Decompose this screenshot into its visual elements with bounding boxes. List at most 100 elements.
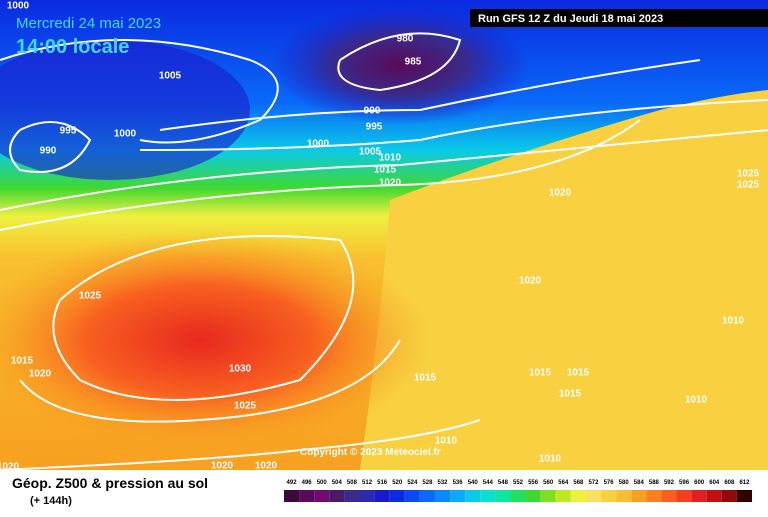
scale-label: 588 [649,480,660,486]
isobar [52,235,355,401]
scale-label: 528 [422,480,433,486]
scale-label: 524 [407,480,418,486]
scale-label: 548 [498,480,509,486]
isobar-label: 995 [60,126,77,137]
isobar-label: 1030 [229,364,252,375]
scale-label: 504 [332,480,343,486]
scale-swatch [284,490,300,502]
isobar-label: 1010 [379,153,402,164]
isobar-label: 1015 [11,356,34,367]
isobar [0,129,768,211]
isobar-label: 1010 [539,454,562,465]
run-banner [470,9,768,27]
isobar-label: 1010 [685,395,708,406]
scale-label: 592 [664,480,675,486]
isobar [9,121,92,173]
scale-swatch [314,490,330,502]
scale-swatch [661,490,677,502]
copyright: Copyright © 2023 Meteociel.fr [300,447,441,458]
isobar-label: 1015 [567,368,590,379]
low-pressure-west [0,40,250,180]
isobar-label: 1025 [234,401,257,412]
isobar-label: 980 [397,34,414,45]
scale-swatch [601,490,617,502]
isobar [0,419,481,471]
isobar-label: 990 [364,106,381,117]
color-scale: 492 496 500 504 508 512 516 520 524 528 532 536 540 5… [284,480,752,502]
scale-swatch [495,490,511,502]
scale-swatch [525,490,541,502]
isobar-label: 1010 [722,316,745,327]
scale-label: 544 [483,480,494,486]
isobar [0,39,279,144]
scale-swatch [676,490,692,502]
isobar [159,59,701,131]
scale-label: 596 [679,480,690,486]
scale-label: 576 [604,480,615,486]
scale-swatch [465,490,481,502]
isobars [0,32,768,471]
europe-field [360,90,768,470]
scale-swatch [555,490,571,502]
footer-subtitle: (+ 144h) [30,495,72,507]
isobar-label: 1020 [255,461,278,472]
scale-swatch [691,490,707,502]
scale-swatch [359,490,375,502]
scale-swatch [646,490,662,502]
scale-label: 500 [317,480,328,486]
isobar-label: 1000 [7,1,30,12]
high-pressure [0,230,430,450]
isobar-label: 1020 [29,369,52,380]
scale-swatch [721,490,737,502]
scale-label: 556 [528,480,539,486]
isobar-label: 1015 [374,165,397,176]
scale-swatch [419,490,435,502]
isobar-label: 995 [366,122,383,133]
isobar [139,99,768,151]
scale-label: 540 [468,480,479,486]
isobar-label: 1015 [559,389,582,400]
scale-swatch [299,490,315,502]
isobar-label: 1015 [529,368,552,379]
isobar-label: 1020 [211,461,234,472]
scale-label: 600 [694,480,705,486]
isobar [19,339,401,423]
isobar-label: 1025 [79,291,102,302]
scale-label: 492 [287,480,298,486]
scale-swatch [570,490,586,502]
scale-label: 580 [619,480,630,486]
scale-label: 552 [513,480,524,486]
scale-swatch [344,490,360,502]
scale-swatch [480,490,496,502]
isobar-label: 1025 [737,180,760,191]
isobar-label: 1010 [435,436,458,447]
scale-swatch [736,490,752,502]
time-label: 14:00 locale [16,36,129,58]
isobar-label: 1000 [307,139,330,150]
scale-swatch [389,490,405,502]
scale-swatch [706,490,722,502]
scale-label: 560 [543,480,554,486]
scale-label: 516 [377,480,388,486]
run-label: Run GFS 12 Z du Jeudi 18 mai 2023 [478,13,663,25]
scale-label: 568 [573,480,584,486]
scale-label: 532 [438,480,449,486]
scale-label: 604 [709,480,720,486]
isobar-label: 1005 [359,147,382,158]
scale-swatch [540,490,556,502]
scale-label: 536 [453,480,464,486]
scale-label: 512 [362,480,373,486]
isobar-label: 1025 [737,169,760,180]
scale-label: 520 [392,480,403,486]
scale-swatch [329,490,345,502]
date-label: Mercredi 24 mai 2023 [16,15,161,32]
scale-label: 496 [302,480,313,486]
scale-swatch [404,490,420,502]
isobar-label: 1020 [379,178,402,189]
isobar [337,32,462,92]
isobar-label: 1020 [549,188,572,199]
scale-swatch [631,490,647,502]
scale-label: 564 [558,480,569,486]
